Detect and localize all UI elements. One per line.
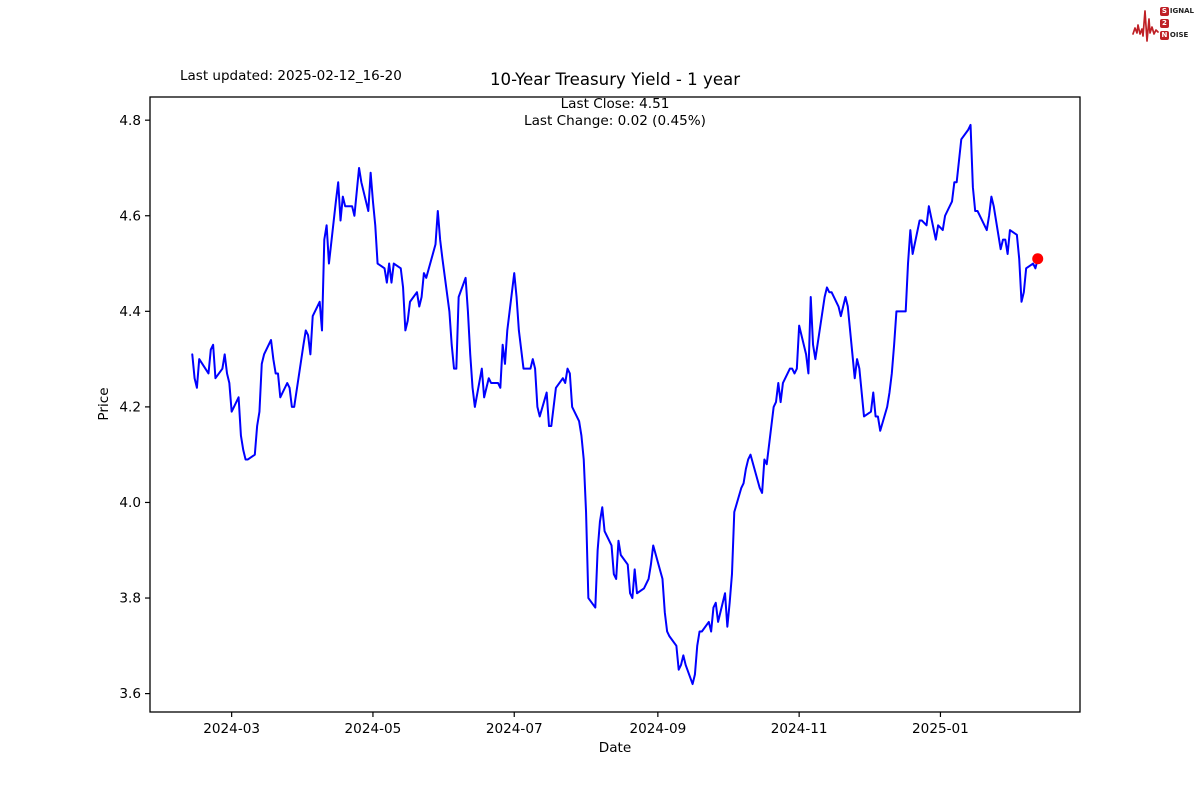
logo-text: S IGNAL 2 N OISE	[1159, 6, 1194, 40]
chart-title: 10-Year Treasury Yield - 1 year	[489, 70, 741, 89]
x-tick-label: 2024-03	[203, 721, 260, 737]
last-point-dot	[1032, 253, 1044, 265]
y-tick-label: 3.6	[119, 686, 141, 702]
logo-row-noise: N OISE	[1159, 30, 1189, 40]
logo-row-signal: S IGNAL	[1159, 6, 1194, 16]
signal2noise-logo: S IGNAL 2 N OISE	[1132, 3, 1194, 43]
waveform-icon	[1132, 10, 1159, 42]
logo-badge-2: 2	[1159, 18, 1169, 28]
x-tick-label: 2025-01	[912, 721, 969, 737]
x-axis-label: Date	[599, 740, 632, 756]
last-change-text: Last Change: 0.02 (0.45%)	[524, 113, 706, 129]
last-updated-label: Last updated: 2025-02-12_16-20	[180, 68, 402, 84]
logo-row-2: 2	[1159, 18, 1194, 28]
x-tick-label: 2024-07	[486, 721, 543, 737]
x-tick-label: 2024-11	[771, 721, 828, 737]
chart-subtitle: Last Close: 4.51 Last Change: 0.02 (0.45…	[150, 96, 1080, 130]
y-tick-label: 4.0	[119, 495, 141, 511]
last-close-text: Last Close: 4.51	[560, 96, 670, 112]
y-tick-label: 3.8	[119, 591, 141, 607]
y-axis-label: Price	[96, 387, 112, 420]
logo-badge-n: N	[1159, 30, 1169, 40]
y-tick-label: 4.2	[119, 399, 141, 415]
series-line	[191, 123, 1039, 686]
x-tick-label: 2024-09	[629, 721, 686, 737]
y-tick-label: 4.6	[119, 208, 141, 224]
axes-frame	[149, 96, 1081, 713]
logo-badge-s: S	[1159, 6, 1169, 16]
x-tick-label: 2024-05	[345, 721, 402, 737]
y-tick-label: 4.4	[119, 304, 141, 320]
y-tick-label: 4.8	[119, 113, 141, 129]
